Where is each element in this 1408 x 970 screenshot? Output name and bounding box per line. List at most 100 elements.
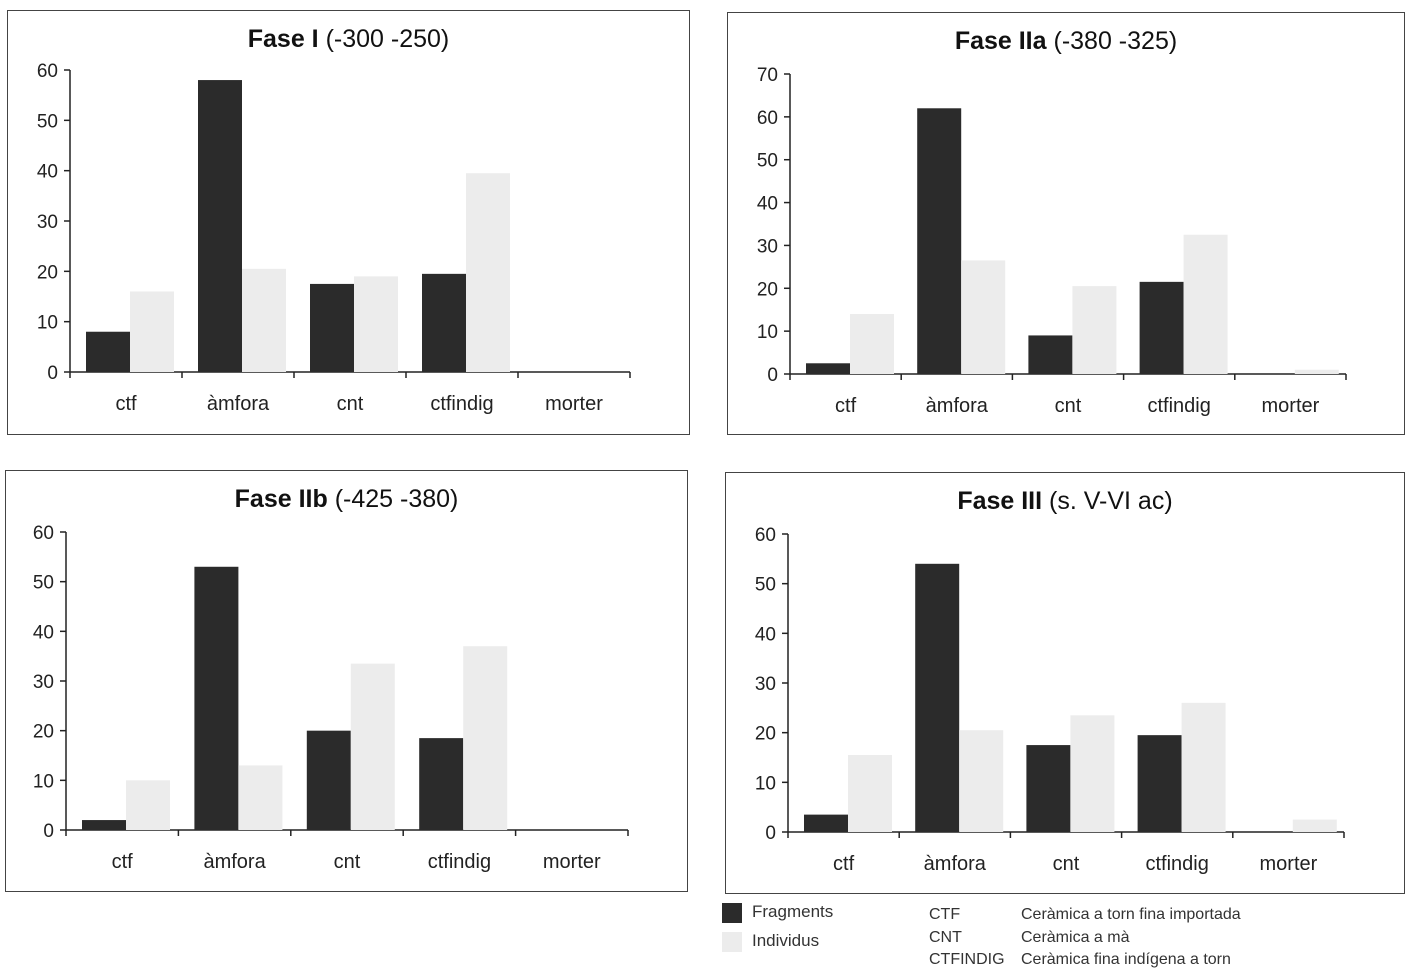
bar-fragments-4 [419,738,464,830]
y-tick-label: 60 [755,525,776,546]
legend-label: Fragments [752,902,834,921]
x-category-label: cnt [1055,395,1082,417]
y-tick-label: 0 [43,821,54,842]
legend-swatch-individus [722,931,742,952]
bar-individus-2 [242,268,286,372]
y-tick-label: 70 [757,65,778,86]
chart-title: Fase IIb (-425 -380) [6,485,687,514]
x-category-label: ctf [115,393,137,415]
chart-title-range: (-380 -325) [1053,27,1178,55]
y-tick-label: 40 [755,624,776,645]
y-tick-label: 20 [755,724,776,745]
abbr-code: CNT [929,929,962,946]
bar-individus-1 [126,780,170,830]
y-tick-label: 20 [33,722,54,743]
abbr-code: CTFINDIG [929,951,1005,968]
y-tick-label: 50 [37,111,58,132]
y-tick-label: 10 [37,313,58,334]
y-tick-label: 60 [33,523,54,544]
x-category-label: àmfora [924,853,987,875]
y-tick-label: 0 [765,823,776,844]
bar-fragments-2 [915,563,960,832]
y-tick-label: 10 [755,773,776,794]
bar-fragments-3 [1026,745,1071,832]
y-tick-label: 30 [37,212,58,233]
y-tick-label: 0 [767,365,778,386]
bar-chart-fase-iii: 0 10 20 30 40 50 60 ctf àmfora cnt ctfindig morter [755,525,1345,875]
chart-panel-fase-i: Fase I (-300 -250) 0 10 20 30 40 50 60 ctf àmfor… [7,10,690,435]
bar-fragments-3 [1028,335,1073,374]
x-category-label: ctfindig [428,851,491,873]
y-tick-label: 50 [33,573,54,594]
x-category-label: ctf [835,395,857,417]
x-category-label: ctfindig [430,393,493,415]
legend-swatch-fragments [722,902,742,923]
x-category-label: cnt [334,851,361,873]
bar-individus-4 [1181,702,1226,832]
bar-individus-3 [1072,286,1117,374]
y-tick-label: 50 [755,575,776,596]
y-tick-label: 30 [755,674,776,695]
bar-individus-1 [130,291,174,372]
bar-fragments-2 [917,108,962,375]
x-category-label: morter [1260,853,1318,875]
chart-panel-fase-iib: Fase IIb (-425 -380) 0 10 20 30 40 50 60 ctf àmf… [5,470,688,892]
chart-title-phase: Fase IIa [954,27,1047,55]
chart-panel-fase-iii: Fase III (s. V-VI ac) 0 10 20 30 40 50 60 ctf àm… [725,472,1405,894]
bar-fragments-4 [1137,735,1182,832]
y-tick-label: 50 [757,151,778,172]
abbr-meaning: Ceràmica a torn fina importada [1021,906,1241,923]
x-category-label: cnt [337,393,364,415]
bar-individus-3 [1070,715,1115,832]
bar-fragments-3 [306,730,351,830]
bar-individus-1 [850,314,894,374]
bar-fragments-1 [806,363,850,374]
x-category-label: morter [543,851,601,873]
x-category-label: ctf [112,851,134,873]
abbr-meaning: Ceràmica a mà [1021,929,1130,946]
x-category-label: morter [545,393,603,415]
bar-fragments-1 [804,814,848,832]
abbr-cnt-meaning: Ceràmica a mà [1021,929,1129,947]
chart-title-phase: Fase IIb [234,485,328,513]
bar-individus-2 [959,730,1004,832]
bar-individus-2 [961,260,1006,374]
y-tick-label: 0 [47,363,58,384]
chart-title-phase: Fase III [957,487,1043,515]
bar-individus-4 [1183,234,1228,374]
abbr-ctf: CTF [929,906,960,924]
abbr-meaning: Ceràmica fina indígena a torn [1021,951,1231,968]
y-tick-label: 40 [33,622,54,643]
bar-fragments-3 [310,283,354,372]
y-tick-label: 10 [33,771,54,792]
legend-label: Individus [752,931,820,950]
bar-fragments-1 [82,820,126,830]
chart-title: Fase III (s. V-VI ac) [726,487,1404,516]
bar-chart-fase-iia: 0 10 20 30 40 50 60 70 ctf àmfora cnt ctfindig morte… [757,65,1347,417]
chart-title-range: (s. V-VI ac) [1049,487,1173,515]
legend-item-fragments: Fragments [722,902,833,923]
bar-individus-1 [848,755,892,832]
bar-individus-5 [1294,369,1339,374]
chart-title-range: (-425 -380) [334,485,459,513]
bar-chart-fase-i: 0 10 20 30 40 50 60 ctf àmfora cnt ctfindig morter [37,61,631,415]
abbr-ctfindig: CTFINDIG [929,951,1005,969]
bar-individus-5 [1292,819,1337,832]
y-tick-label: 60 [757,108,778,129]
bar-individus-2 [238,765,283,830]
x-category-label: cnt [1053,853,1080,875]
bar-fragments-4 [1139,281,1184,374]
bar-fragments-2 [194,566,239,830]
chart-title: Fase IIa (-380 -325) [728,27,1404,56]
x-category-label: ctf [833,853,855,875]
chart-title-range: (-300 -250) [325,25,450,53]
abbr-cnt: CNT [929,929,962,947]
abbr-ctfindig-meaning: Ceràmica fina indígena a torn [1021,951,1231,969]
bar-chart-fase-iib: 0 10 20 30 40 50 60 ctf àmfora cnt ctfindig morter [33,523,629,873]
y-tick-label: 60 [37,61,58,82]
chart-title-phase: Fase I [247,25,319,53]
y-tick-label: 30 [33,672,54,693]
x-category-label: àmfora [203,851,266,873]
bar-individus-4 [466,173,510,372]
y-tick-label: 30 [757,236,778,257]
